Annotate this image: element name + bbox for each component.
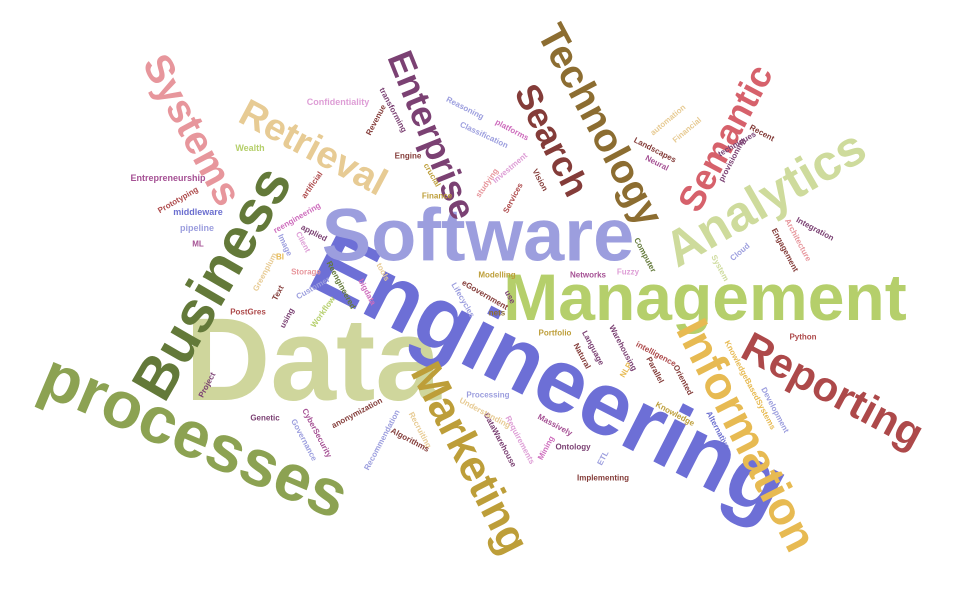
word-reasoning: Reasoning [445, 95, 486, 122]
word-implementing: Implementing [577, 474, 629, 483]
word-ml: ML [192, 240, 204, 249]
word-investment: Investment [491, 151, 529, 185]
word-confidentiality: Confidentiality [307, 97, 370, 107]
word-bi: BI [276, 253, 284, 262]
word-nets: nets [489, 309, 506, 318]
word-entrepreneurship: Entrepreneurship [130, 173, 206, 183]
word-modelling: Modelling [478, 271, 515, 280]
word-ontology: Ontology [555, 443, 591, 452]
word-wealth: Wealth [235, 143, 264, 153]
word-python: Python [789, 333, 816, 342]
word-storage: Storage [291, 268, 321, 277]
word-fuzzy: Fuzzy [617, 268, 640, 277]
word-software: Software [322, 194, 635, 277]
word-portfolio: Portfolio [539, 329, 572, 338]
word-data: Data [185, 294, 442, 426]
word-pipeline: pipeline [180, 223, 214, 233]
word-mining: Mining [536, 434, 556, 461]
word-processing: Processing [466, 391, 509, 400]
word-genetic: Genetic [250, 414, 280, 423]
word-finance: Finance [422, 192, 453, 201]
word-post-gres: PostGres [230, 308, 266, 317]
word-financial: Financial [671, 115, 703, 144]
word-engine: Engine [395, 152, 422, 161]
word-middleware: middleware [173, 207, 223, 217]
word-management: Management [503, 260, 906, 334]
word-artificial: artificial [300, 170, 325, 200]
word-networks: Networks [570, 271, 607, 280]
word-revenue: Revenue [364, 103, 388, 137]
